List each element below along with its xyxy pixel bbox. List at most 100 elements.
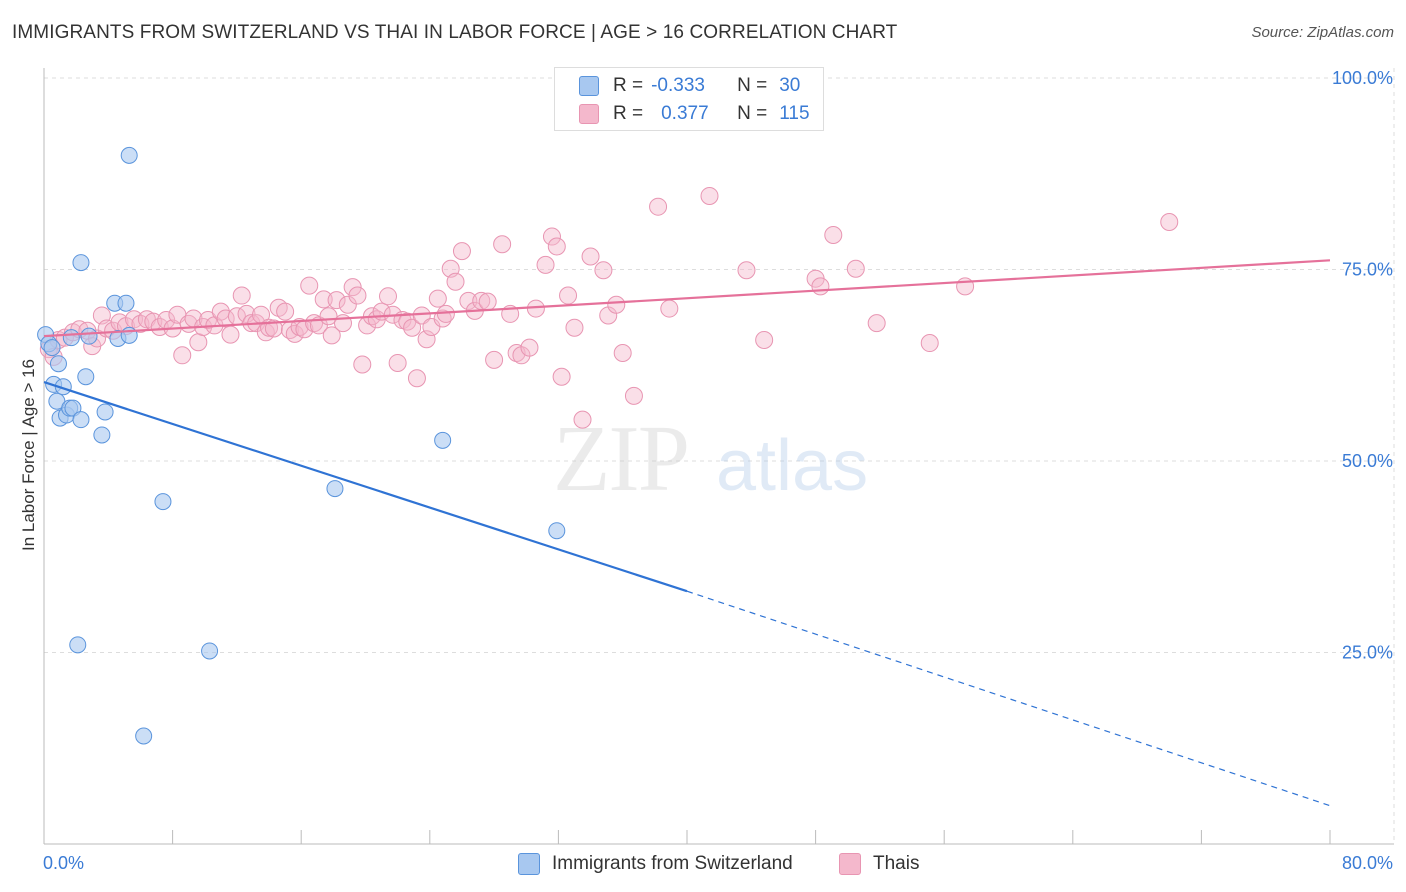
bottom-legend-swatch-thais: [839, 853, 861, 875]
thais-point: [624, 386, 643, 405]
switzerland-point: [72, 411, 90, 429]
switzerland-point: [93, 426, 111, 444]
watermark-atlas: atlas: [716, 426, 868, 506]
tick-labels: 25.0% 50.0% 75.0% 100.0% 0.0% 80.0%: [43, 68, 1393, 873]
thais-point: [649, 197, 668, 216]
thais-point: [867, 314, 886, 333]
thais-point: [221, 325, 240, 344]
thais-point: [824, 226, 843, 245]
thais-point: [660, 299, 679, 318]
bottom-legend-label-thais: Thais: [873, 853, 920, 874]
legend-n-value: 30: [779, 75, 801, 96]
thais-point: [125, 310, 144, 329]
thais-point: [700, 186, 719, 205]
switzerland-point: [80, 327, 98, 345]
switzerland-point: [548, 522, 566, 540]
thais-point: [343, 278, 362, 297]
thais-point: [300, 276, 319, 295]
correlation-legend: R = -0.333 N = 30 R = 0.377 N = 115: [554, 67, 824, 131]
thais-point: [520, 338, 539, 357]
thais-point: [613, 343, 632, 362]
thais-point: [276, 302, 295, 321]
thais-point: [290, 317, 309, 336]
legend-row-thais: R = 0.377 N = 115: [579, 101, 810, 127]
thais-point: [436, 304, 455, 323]
thais-point: [322, 326, 341, 345]
switzerland-point: [120, 146, 138, 164]
bottom-legend-swatch-switzerland: [518, 853, 540, 875]
thais-point: [428, 289, 447, 308]
switzerland-point: [77, 368, 95, 386]
switzerland-trend-line: [43, 381, 688, 593]
thais-point: [565, 318, 584, 337]
thais-point: [478, 292, 497, 311]
x-tick-label-max: 80.0%: [1342, 853, 1393, 873]
thais-point: [353, 355, 372, 374]
thais-point: [542, 227, 561, 246]
legend-n-value: 115: [779, 103, 810, 124]
legend-swatch-thais: [579, 104, 599, 124]
switzerland-point: [69, 636, 87, 654]
source-label: Source: ZipAtlas.com: [1251, 24, 1394, 41]
switzerland-point: [64, 399, 82, 417]
thais-point: [446, 272, 465, 291]
switzerland-point: [43, 339, 61, 357]
thais-point: [920, 334, 939, 353]
switzerland-point: [135, 727, 153, 745]
thais-point: [1160, 213, 1179, 232]
thais-point: [232, 286, 251, 305]
switzerland-point: [49, 355, 67, 373]
switzerland-point: [434, 431, 452, 449]
thais-point: [607, 295, 626, 314]
thais-point: [737, 261, 756, 280]
watermark: ZIP atlas: [553, 407, 868, 511]
legend-r-label: R =: [613, 75, 644, 96]
legend-row-switzerland: R = -0.333 N = 30: [579, 73, 800, 99]
thais-point: [403, 318, 422, 337]
legend-r-value: -0.333: [651, 75, 705, 96]
bottom-legend-switzerland: Immigrants from Switzerland: [518, 851, 793, 877]
y-tick-label-50: 50.0%: [1342, 451, 1393, 471]
thais-point: [379, 287, 398, 306]
watermark-zip: ZIP: [553, 407, 688, 511]
x-tick-label-min: 0.0%: [43, 853, 84, 873]
thais-point: [547, 237, 566, 256]
thais-point: [189, 333, 208, 352]
thais-point: [173, 346, 192, 365]
switzerland-point: [201, 642, 219, 660]
bottom-legend-thais: Thais: [839, 851, 919, 877]
switzerland-trend-extension: [686, 590, 1331, 807]
thais-point: [452, 242, 471, 261]
legend-r-value: 0.377: [661, 103, 709, 124]
thais-point: [459, 291, 478, 310]
thais-point: [237, 304, 256, 323]
thais-point: [573, 410, 592, 429]
switzerland-point: [326, 480, 344, 498]
switzerland-points: [37, 146, 566, 745]
y-tick-label-25: 25.0%: [1342, 643, 1393, 663]
thais-point: [150, 317, 169, 336]
thais-point: [559, 286, 578, 305]
y-tick-label-75: 75.0%: [1342, 260, 1393, 280]
thais-point: [581, 247, 600, 266]
switzerland-point: [117, 294, 135, 312]
thais-point: [314, 290, 333, 309]
switzerland-point: [96, 403, 114, 421]
thais-point: [493, 235, 512, 254]
switzerland-point: [72, 254, 90, 272]
thais-point: [755, 330, 774, 349]
axes: [43, 68, 1394, 845]
y-tick-label-100: 100.0%: [1332, 68, 1393, 88]
thais-point: [407, 369, 426, 388]
chart-title: IMMIGRANTS FROM SWITZERLAND VS THAI IN L…: [12, 22, 898, 43]
y-axis-label: In Labor Force | Age > 16: [19, 359, 38, 551]
trend-lines: [43, 259, 1331, 807]
thais-point: [348, 286, 367, 305]
switzerland-point: [62, 329, 80, 347]
legend-n-label: N =: [737, 103, 768, 124]
thais-point: [811, 277, 830, 296]
thais-points: [39, 186, 1179, 429]
legend-r-label: R =: [613, 103, 644, 124]
thais-point: [536, 255, 555, 274]
